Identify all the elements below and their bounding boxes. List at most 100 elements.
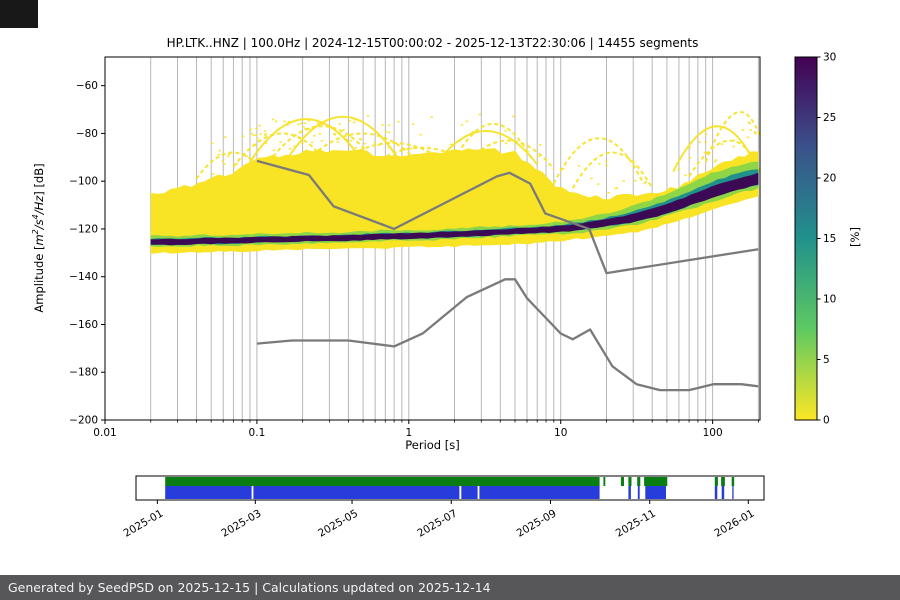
ppsd-speckle [723,126,726,128]
y-tick-label: −60 [76,80,98,92]
timeline-blue-segment [645,486,666,499]
event-arc [571,151,654,189]
colorbar-tick-label: 0 [823,415,830,427]
ppsd-speckle [271,118,275,121]
ppsd-plot-canvas: 0.01 0.1 1 10 100−60−80−100−120−140−160−180−… [69,52,836,540]
colorbar-gradient [795,57,817,420]
timeline-date-label: 2025-09 [515,507,559,539]
ppsd-speckle [250,132,253,135]
ppsd-speckle [245,155,248,158]
colorbar-tick-label: 20 [823,173,836,185]
x-tick-label: 10 [554,427,567,439]
ppsd-speckle [358,137,362,140]
timeline-green-segment [603,477,606,486]
ppsd-speckle [384,130,388,133]
ppsd-speckle [286,124,289,126]
ppsd-speckle [387,131,391,134]
ppsd-speckle [419,133,422,136]
ppsd-speckle [597,183,600,185]
ppsd-speckle [333,133,336,135]
timeline-date-label: 2025-05 [316,507,360,539]
x-tick-label: 0.1 [249,427,266,439]
ppsd-speckle [221,160,224,163]
y-tick-label: −160 [69,319,98,331]
event-arc [704,111,760,163]
ppsd-speckle [279,141,282,143]
timeline-blue-segment [253,486,460,499]
ppsd-speckle [293,145,296,148]
timeline-blue-segment [165,486,252,499]
timeline-blue-segment [714,486,718,499]
ppsd-speckle [302,126,305,128]
y-tick-label: −120 [69,223,98,235]
event-arc [552,137,645,185]
ppsd-speckle [258,124,261,127]
x-tick-label: 0.01 [93,427,116,439]
ppsd-speckle [297,123,300,126]
ppsd-speckle [338,132,341,134]
ppsd-speckle [304,127,307,130]
y-tick-label: −180 [69,367,98,379]
ppsd-speckle [512,115,515,118]
ppsd-speckle [256,137,260,140]
ppsd-speckle [504,142,508,145]
ppsd-speckle [539,144,542,146]
ppsd-speckle [377,144,381,146]
ppsd-speckle [310,141,314,144]
ppsd-speckle [644,181,648,183]
ppsd-speckle [254,144,257,146]
chart-title: HP.LTK..HNZ | 100.0Hz | 2024-12-15T00:00… [166,36,699,50]
ppsd-speckle [458,140,462,142]
ppsd-speckle [373,141,376,144]
ppsd-speckle [747,121,751,124]
ppsd-speckle [217,153,220,156]
y-tick-label: −200 [69,415,98,427]
ppsd-speckle [614,187,618,190]
event-arc [434,130,538,166]
event-arc [453,122,534,161]
ppsd-speckle [254,134,258,136]
timeline-blue-segment [721,486,725,499]
ppsd-speckle [387,146,391,149]
ppsd-speckle [264,134,267,137]
corner-overlay [0,0,38,28]
timeline-blue-segment [628,486,631,499]
ppsd-speckle [430,116,433,118]
colorbar-tick-label: 5 [823,354,830,366]
ppsd-speckle [227,155,230,158]
ppsd-speckle [689,156,692,159]
ppsd-speckle [316,122,320,125]
ppsd-speckle [732,145,735,148]
ppsd-speckle [605,164,608,167]
ppsd-speckle [308,128,311,130]
colorbar-label: [%] [848,227,862,247]
ppsd-speckle [381,124,384,126]
ppsd-speckle [754,132,757,135]
ppsd-speckle [345,139,348,141]
event-arc [268,125,376,163]
colorbar-tick-label: 25 [823,112,836,124]
ppsd-speckle [643,182,647,184]
ppsd-speckle [460,124,464,126]
timeline-green-segment [620,477,624,486]
timeline-green-segment [628,477,632,486]
ppsd-speckle [241,135,245,138]
ppsd-speckle [287,121,291,123]
ppsd-speckle [713,160,717,163]
timeline-green-segment [644,477,668,486]
ppsd-speckle [677,168,681,171]
ppsd-speckle [348,120,352,122]
ppsd-speckle [537,155,540,158]
timeline-green-segment [721,477,725,486]
ppsd-speckle [471,131,474,133]
ppsd-speckle [228,153,231,156]
ppsd-speckle [741,129,744,131]
ppsd-speckle [272,149,276,152]
ppsd-speckle [604,160,608,163]
timeline-date-label: 2025-07 [415,507,459,539]
timeline-green-segment [731,477,735,486]
ppsd-speckle [577,165,581,167]
ppsd-speckle [307,119,311,122]
ppsd-speckle [252,134,255,137]
